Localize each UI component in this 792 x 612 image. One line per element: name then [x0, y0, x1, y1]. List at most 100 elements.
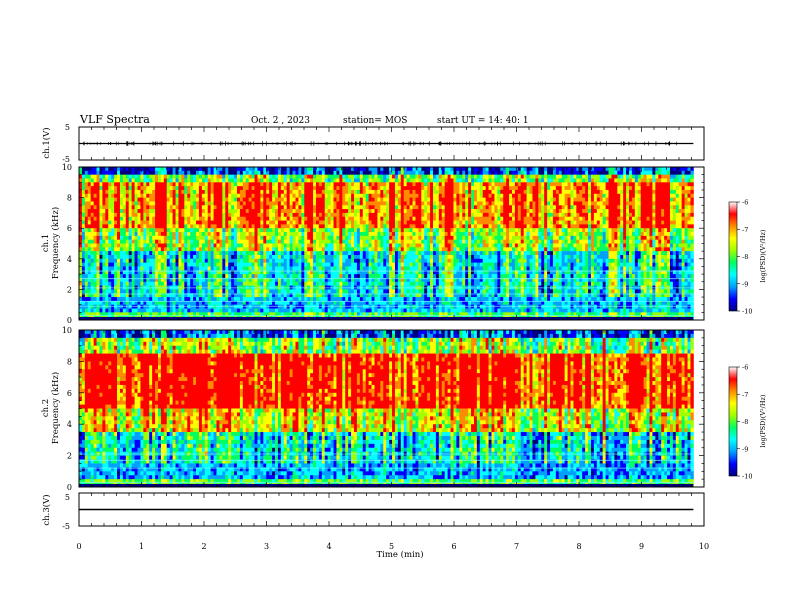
heatmap-cell — [286, 197, 291, 202]
heatmap-cell — [298, 209, 302, 214]
heatmap-cell — [140, 300, 144, 306]
heatmap-cell — [143, 277, 147, 283]
heatmap-cell — [289, 212, 293, 218]
heatmap-cell — [371, 251, 375, 256]
heatmap-cell — [324, 235, 329, 241]
heatmap-cell — [266, 212, 270, 218]
heatmap-cell — [327, 254, 332, 260]
heatmap-cell — [81, 293, 86, 298]
heatmap-cell — [406, 235, 410, 241]
heatmap-cell — [163, 277, 168, 283]
heatmap-cell — [99, 277, 103, 283]
heatmap-cell — [269, 270, 273, 275]
heatmap-cell — [155, 201, 159, 206]
heatmap-cell — [140, 266, 144, 271]
heatmap-cell — [254, 197, 258, 202]
heatmap-cell — [160, 262, 165, 267]
heatmap-cell — [330, 251, 334, 256]
heatmap-cell — [333, 289, 337, 294]
heatmap-cell — [207, 224, 212, 229]
heatmap-cell — [207, 293, 212, 298]
heatmap-cell — [377, 297, 381, 302]
heatmap-cell — [131, 232, 135, 237]
heatmap-cell — [418, 205, 422, 210]
heatmap-cell — [277, 220, 282, 225]
heatmap-cell — [315, 247, 320, 252]
heatmap-cell — [292, 308, 296, 313]
heatmap-cell — [354, 182, 358, 187]
heatmap-cell — [207, 209, 212, 214]
heatmap-cell — [406, 293, 410, 298]
heatmap-cell — [111, 262, 115, 267]
heatmap-cell — [155, 167, 159, 172]
heatmap-cell — [140, 212, 144, 218]
heatmap-cell — [280, 220, 285, 225]
heatmap-cell — [172, 297, 176, 302]
heatmap-cell — [125, 277, 130, 283]
heatmap-cell — [251, 228, 255, 233]
heatmap-cell — [409, 312, 413, 317]
heatmap-cell — [368, 178, 372, 183]
heatmap-cell — [295, 281, 299, 286]
heatmap-cell — [134, 182, 138, 187]
heatmap-cell — [377, 281, 381, 286]
heatmap-cell — [310, 239, 314, 244]
heatmap-cell — [143, 186, 147, 191]
heatmap-cell — [114, 266, 118, 271]
heatmap-cell — [105, 258, 109, 264]
heatmap-cell — [415, 232, 419, 237]
heatmap-cell — [403, 216, 408, 221]
heatmap-cell — [207, 304, 212, 309]
heatmap-cell — [87, 186, 92, 191]
heatmap-cell — [234, 216, 238, 221]
heatmap-cell — [131, 270, 135, 275]
heatmap-cell — [324, 289, 329, 294]
heatmap-cell — [418, 251, 422, 256]
heatmap-cell — [351, 189, 355, 195]
heatmap-cell — [362, 224, 367, 229]
heatmap-cell — [315, 293, 320, 298]
heatmap-cell — [263, 197, 267, 202]
heatmap-cell — [181, 289, 185, 294]
heatmap-cell — [406, 197, 410, 202]
heatmap-cell — [119, 232, 124, 237]
heatmap-cell — [298, 308, 302, 313]
heatmap-cell — [245, 224, 250, 229]
heatmap-cell — [190, 277, 194, 283]
heatmap-cell — [96, 232, 100, 237]
heatmap-cell — [93, 274, 97, 279]
heatmap-cell — [239, 189, 244, 195]
heatmap-cell — [342, 212, 346, 218]
heatmap-cell — [125, 312, 130, 317]
heatmap-cell — [207, 312, 212, 317]
heatmap-cell — [87, 182, 92, 187]
heatmap-cell — [298, 300, 302, 306]
heatmap-cell — [93, 170, 97, 176]
heatmap-cell — [257, 274, 261, 279]
heatmap-cell — [143, 297, 147, 302]
heatmap-cell — [239, 304, 244, 309]
heatmap-cell — [406, 212, 410, 218]
heatmap-cell — [131, 262, 135, 267]
heatmap-cell — [327, 308, 332, 313]
heatmap-cell — [345, 274, 349, 279]
heatmap-cell — [122, 201, 127, 206]
heatmap-cell — [277, 182, 282, 187]
heatmap-cell — [304, 308, 308, 313]
heatmap-cell — [295, 274, 299, 279]
heatmap-cell — [172, 293, 176, 298]
heatmap-cell — [266, 235, 270, 241]
heatmap-cell — [324, 293, 329, 298]
heatmap-cell — [149, 167, 153, 172]
heatmap-cell — [117, 170, 121, 176]
heatmap-cell — [251, 167, 255, 172]
heatmap-cell — [105, 224, 109, 229]
heatmap-cell — [310, 212, 314, 218]
heatmap-cell — [128, 293, 133, 298]
heatmap-cell — [289, 266, 293, 271]
heatmap-cell — [301, 243, 305, 248]
heatmap-cell — [108, 297, 112, 302]
heatmap-cell — [175, 232, 179, 237]
heatmap-cell — [245, 201, 250, 206]
heatmap-cell — [365, 232, 370, 237]
